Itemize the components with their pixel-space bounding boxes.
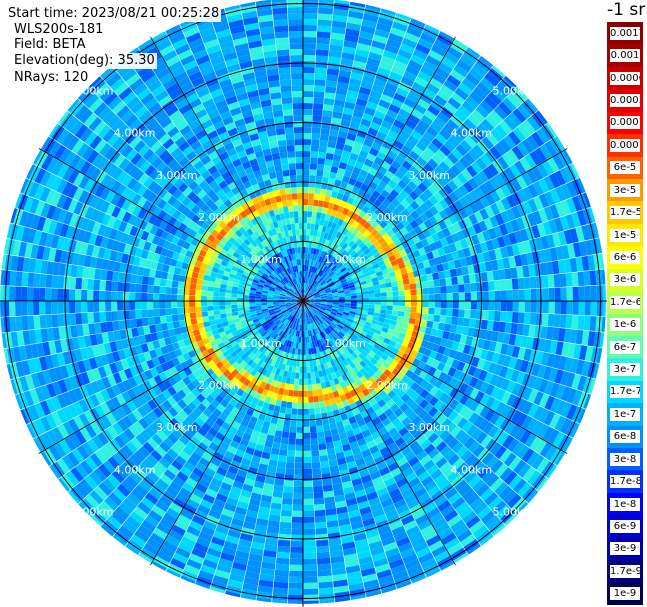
colorbar-tick-label: 1e-7 <box>610 407 640 421</box>
colorbar-tick-label: 0.0003 <box>610 93 640 107</box>
ray-spoke <box>38 148 304 302</box>
instrument-label: WLS200s-181 <box>12 22 106 38</box>
colorbar-tick-label: 3e-9 <box>610 542 640 556</box>
range-ring-label: 5.00km <box>72 505 114 518</box>
colorbar-tick-label: 6e-7 <box>610 340 640 354</box>
colorbar-tick-label: 1.7e-6 <box>610 295 640 309</box>
ray-spoke <box>302 36 456 302</box>
colorbar-tick-label: 1e-9 <box>610 587 640 601</box>
colorbar-tick-label: 6e-5 <box>610 161 640 175</box>
range-ring-label: 2.00km <box>366 379 408 392</box>
range-ring-label: 5.00km <box>72 85 114 98</box>
ray-spoke <box>302 148 568 302</box>
range-ring-label: 2.00km <box>366 211 408 224</box>
colorbar-tick-label: 1e-5 <box>610 228 640 242</box>
ray-spoke <box>38 300 304 454</box>
colorbar-tick-label: 1e-6 <box>610 318 640 332</box>
range-ring-label: 4.00km <box>451 463 493 476</box>
colorbar-tick-label: 1.7e-9 <box>610 564 640 578</box>
range-ring-label: 3.00km <box>156 169 198 182</box>
colorbar-tick-label: 1.7e-5 <box>610 206 640 220</box>
colorbar-tick-label: 3e-5 <box>610 183 640 197</box>
nrays-label: NRays: 120 <box>12 70 91 86</box>
colorbar-tick-label: 6e-6 <box>610 250 640 264</box>
range-ring-label: 1.00km <box>240 337 282 350</box>
ray-spokes <box>0 0 620 607</box>
ray-spoke <box>302 300 568 454</box>
colorbar-tick-label: 1.7e-8 <box>610 475 640 489</box>
range-ring-label: 1.00km <box>324 253 366 266</box>
range-ring <box>124 122 482 480</box>
range-ring-label: 3.00km <box>408 169 450 182</box>
range-ring-labels: 1.00km 1.00km 1.00km 1.00km 2.00km 2.00km 2.00… <box>72 85 534 519</box>
range-ring-label: 5.00km <box>493 505 535 518</box>
range-ring-label: 4.00km <box>451 127 493 140</box>
colorbar-units: -1 sr <box>607 0 646 20</box>
range-ring <box>183 181 423 421</box>
range-ring-label: 4.00km <box>114 127 156 140</box>
colorbar-tick-label: 0.001 <box>610 49 640 63</box>
elevation-label: Elevation(deg): 35.30 <box>12 53 157 69</box>
colorbar-tick-label: 0.0001 <box>610 138 640 152</box>
range-ring <box>5 3 601 599</box>
start-time-label: Start time: 2023/08/21 00:25:28 <box>6 6 222 22</box>
ray-spoke <box>302 300 456 566</box>
range-ring-label: 5.00km <box>493 85 535 98</box>
range-ring-label: 1.00km <box>324 337 366 350</box>
colorbar-tick-label: 6e-9 <box>610 520 640 534</box>
colorbar-tick-label: 1e-8 <box>610 497 640 511</box>
ray-spoke <box>150 300 304 566</box>
colorbar-tick-label: 1.7e-7 <box>610 385 640 399</box>
range-ring <box>243 241 363 361</box>
colorbar-tick-label: 6e-8 <box>610 430 640 444</box>
range-rings <box>5 3 601 599</box>
range-ring-label: 3.00km <box>156 421 198 434</box>
colorbar-tick-label: 3e-6 <box>610 273 640 287</box>
range-ring <box>64 62 542 540</box>
field-label: Field: BETA <box>12 37 88 53</box>
range-ring-label: 3.00km <box>408 421 450 434</box>
colorbar-tick-label: 0.00017 <box>610 116 640 130</box>
colorbar-tick-label: 0.0017 <box>610 26 640 40</box>
range-ring-label: 1.00km <box>240 253 282 266</box>
range-ring-label: 2.00km <box>198 379 240 392</box>
colorbar-tick-label: 3e-7 <box>610 363 640 377</box>
range-ring-label: 4.00km <box>114 463 156 476</box>
ray-spoke <box>150 36 304 302</box>
range-ring-label: 2.00km <box>198 211 240 224</box>
colorbar-tick-label: 3e-8 <box>610 452 640 466</box>
